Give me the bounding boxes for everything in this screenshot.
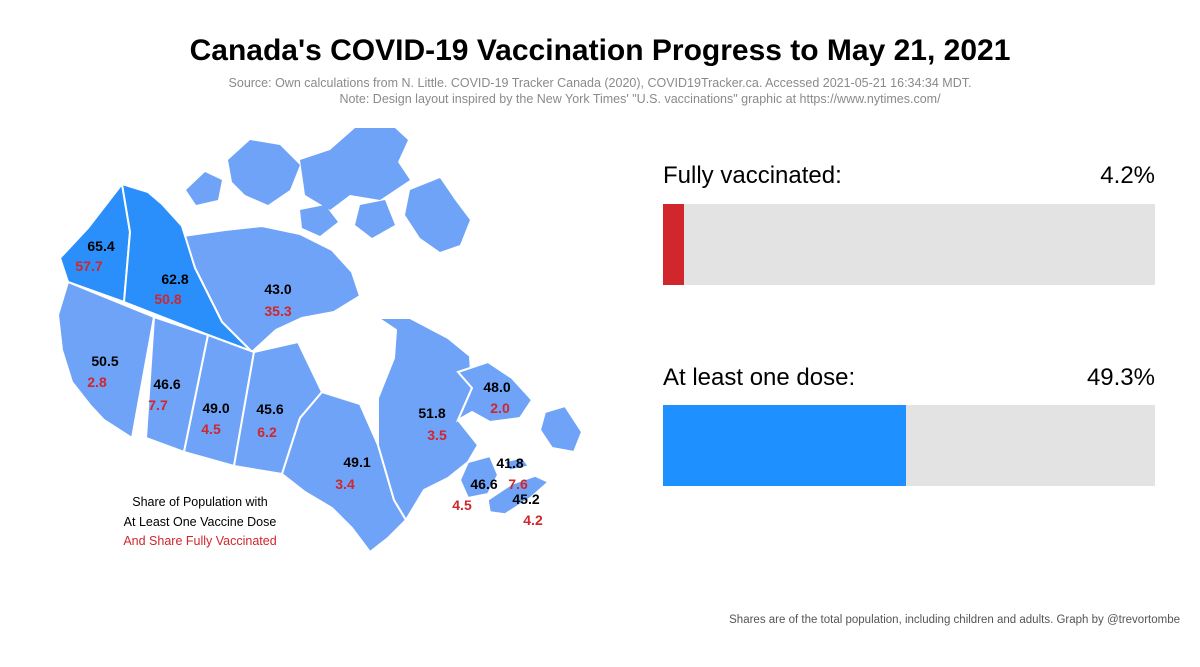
legend-line-three: And Share Fully Vaccinated <box>123 534 277 548</box>
label-yukon-one-dose: 65.4 <box>87 238 115 254</box>
label-quebec-one-dose: 51.8 <box>418 405 446 421</box>
fully-vaccinated-value: 4.2% <box>1100 162 1155 189</box>
label-quebec-fully: 3.5 <box>427 427 447 443</box>
one-dose-value: 49.3% <box>1086 364 1155 391</box>
legend-line-two: At Least One Vaccine Dose <box>123 515 277 529</box>
labrador-shape <box>455 360 534 424</box>
label-nb-fully: 4.5 <box>452 497 472 513</box>
canada-map <box>56 128 584 554</box>
one-dose-label: At least one dose: <box>663 364 856 391</box>
design-note: Note: Design layout inspired by the New … <box>339 92 941 106</box>
label-ontario-fully: 3.4 <box>335 476 355 492</box>
label-nwt-fully: 50.8 <box>154 291 182 307</box>
arctic-islands <box>186 128 470 252</box>
label-pei-fully: 7.6 <box>508 476 528 492</box>
one-dose-bar <box>663 405 906 486</box>
fully-vaccinated-bar <box>663 204 684 285</box>
label-bc-fully: 2.8 <box>87 374 107 390</box>
label-alberta-one-dose: 46.6 <box>153 376 181 392</box>
quebec-shape <box>374 317 480 522</box>
chart-title: Canada's COVID-19 Vaccination Progress t… <box>189 34 1011 67</box>
newfoundland-shape <box>538 404 584 454</box>
pei-shape <box>504 457 529 471</box>
label-manitoba-one-dose: 45.6 <box>256 401 284 417</box>
label-ns-fully: 4.2 <box>523 512 543 528</box>
source-note: Source: Own calculations from N. Little.… <box>228 76 972 90</box>
label-bc-one-dose: 50.5 <box>91 353 119 369</box>
label-yukon-fully: 57.7 <box>75 258 103 274</box>
label-ns-one-dose: 45.2 <box>512 491 540 507</box>
label-nunavut-one-dose: 43.0 <box>264 281 292 297</box>
label-nl-fully: 2.0 <box>490 400 510 416</box>
legend-line-one: Share of Population with <box>132 495 268 509</box>
label-saskatchewan-fully: 4.5 <box>201 421 221 437</box>
nova-scotia-shape <box>487 475 550 515</box>
label-alberta-fully: 7.7 <box>148 397 168 413</box>
label-saskatchewan-one-dose: 49.0 <box>202 400 230 416</box>
nwt-shape <box>120 182 253 353</box>
label-ontario-one-dose: 49.1 <box>343 454 371 470</box>
label-nl-one-dose: 48.0 <box>483 379 511 395</box>
bc-shape <box>56 280 156 440</box>
label-nunavut-fully: 35.3 <box>264 303 292 319</box>
label-nwt-one-dose: 62.8 <box>161 271 189 287</box>
fully-vaccinated-label: Fully vaccinated: <box>663 162 842 189</box>
label-nb-one-dose: 46.6 <box>470 476 498 492</box>
hudson-bay <box>298 300 396 400</box>
footer-note: Shares are of the total population, incl… <box>729 614 1180 626</box>
label-pei-one-dose: 41.8 <box>496 455 524 471</box>
fully-vaccinated-track <box>663 204 1155 285</box>
label-manitoba-fully: 6.2 <box>257 424 277 440</box>
one-dose-track <box>663 405 1155 486</box>
new-brunswick-shape <box>458 454 500 500</box>
